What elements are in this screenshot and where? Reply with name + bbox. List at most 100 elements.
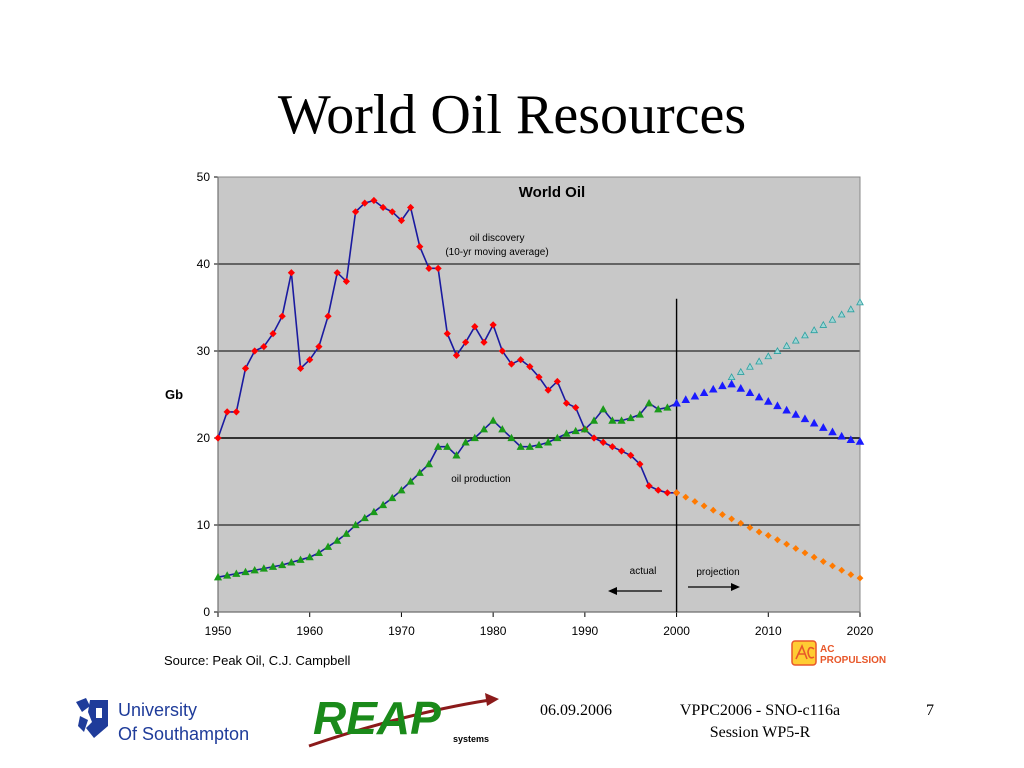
discovery-point (489, 321, 497, 329)
discovery-point (654, 486, 662, 494)
production-point (617, 416, 626, 424)
discovery-point (507, 360, 516, 368)
chart-source: Source: Peak Oil, C.J. Campbell (164, 653, 351, 668)
x-tick-label: 1980 (480, 624, 507, 638)
production-projection-point (745, 388, 755, 397)
plot-area (218, 177, 860, 612)
discovery-point (333, 269, 341, 277)
discovery-point (663, 489, 671, 497)
production-point (424, 459, 434, 468)
reap-subtext: systems (453, 734, 489, 744)
production-alt-projection-point (773, 346, 782, 354)
production-point (434, 442, 443, 450)
production-point (644, 398, 654, 407)
production-point (223, 571, 232, 579)
production-projection-point (708, 384, 718, 393)
production-point (608, 416, 617, 424)
production-point (296, 555, 305, 563)
production-point (562, 429, 571, 437)
production-alt-projection-point (764, 352, 773, 360)
production-projection-point (727, 379, 736, 388)
production-point (534, 440, 544, 449)
production-projection-point (764, 397, 773, 405)
projection-label: projection (696, 567, 739, 578)
production-point (314, 548, 323, 556)
slide-title: World Oil Resources (277, 84, 747, 146)
production-alt-projection-point (782, 341, 791, 349)
production-point (516, 442, 525, 450)
production-projection-point (754, 392, 764, 401)
production-point (388, 493, 397, 502)
discovery-point (480, 338, 488, 346)
production-point (232, 569, 241, 577)
y-tick-label: 20 (197, 431, 211, 445)
discovery-point (562, 399, 571, 407)
x-tick-label: 2000 (663, 624, 690, 638)
production-point (213, 572, 223, 581)
discovery-point (278, 312, 286, 320)
x-tick-label: 1970 (388, 624, 415, 638)
footer-date: 06.09.2006 (540, 702, 612, 719)
production-projection-point (681, 395, 691, 404)
discovery-point (617, 447, 626, 455)
ac-glyph (795, 643, 815, 660)
production-point (333, 536, 342, 544)
production-projection-point (800, 414, 810, 423)
production-point (553, 433, 562, 442)
discovery-projection-point (819, 558, 827, 565)
production-point (571, 426, 580, 435)
discovery-projection-point (709, 506, 717, 514)
production-alt-projection-point (801, 331, 809, 339)
production-point (360, 513, 369, 522)
production-point (580, 425, 589, 433)
discovery-label: oil discovery (469, 233, 524, 244)
discovery-point (572, 403, 580, 412)
discovery-sublabel: (10-yr moving average) (445, 247, 548, 258)
discovery-point (526, 363, 534, 371)
university-name-line1: University (118, 700, 198, 720)
production-point (268, 562, 278, 570)
discovery-point (553, 377, 561, 386)
footer-session-line1: VPPC2006 - SNO-c116a (679, 702, 841, 719)
discovery-projection-point (755, 528, 763, 536)
southampton-crest-icon (76, 698, 108, 738)
page-number: 7 (926, 702, 934, 719)
discovery-point (498, 347, 506, 355)
production-point (351, 520, 360, 529)
discovery-projection-point (673, 489, 680, 497)
production-projection-point (846, 435, 856, 444)
production-point (525, 442, 534, 450)
production-alt-projection-point (727, 373, 736, 381)
production-projection-point (690, 391, 700, 400)
production-point (599, 405, 608, 413)
discovery-point (214, 434, 222, 442)
production-point (507, 433, 516, 442)
production-projection-point (855, 437, 865, 445)
y-tick-label: 40 (197, 257, 211, 271)
production-projection-point (819, 423, 828, 431)
production-alt-projection-point (837, 310, 846, 318)
production-alt-projection-point (810, 326, 819, 334)
discovery-projection-point (700, 502, 708, 510)
production-point (498, 425, 507, 433)
reap-systems-logo: REAP systems (308, 692, 499, 748)
production-projection-point (672, 398, 681, 407)
discovery-point (388, 208, 396, 216)
production-point (278, 560, 287, 569)
production-projection-point (837, 431, 846, 440)
discovery-point (517, 356, 525, 364)
discovery-projection-point (847, 571, 855, 578)
discovery-projection-point (737, 519, 745, 527)
production-point (452, 451, 461, 459)
discovery-point (416, 243, 424, 251)
discovery-projection-point (783, 540, 791, 548)
production-point (369, 507, 378, 516)
discovery-projection-point (682, 493, 690, 501)
world-oil-chart: 0 10 20 30 40 50 1950 1960 1970 1980 1990 2000 2010 2… (164, 170, 886, 668)
production-point (379, 500, 388, 509)
discovery-point (544, 386, 552, 394)
discovery-point (361, 199, 369, 207)
production-alt-projection-point (791, 336, 800, 344)
production-point (443, 442, 452, 450)
production-point (287, 558, 296, 566)
